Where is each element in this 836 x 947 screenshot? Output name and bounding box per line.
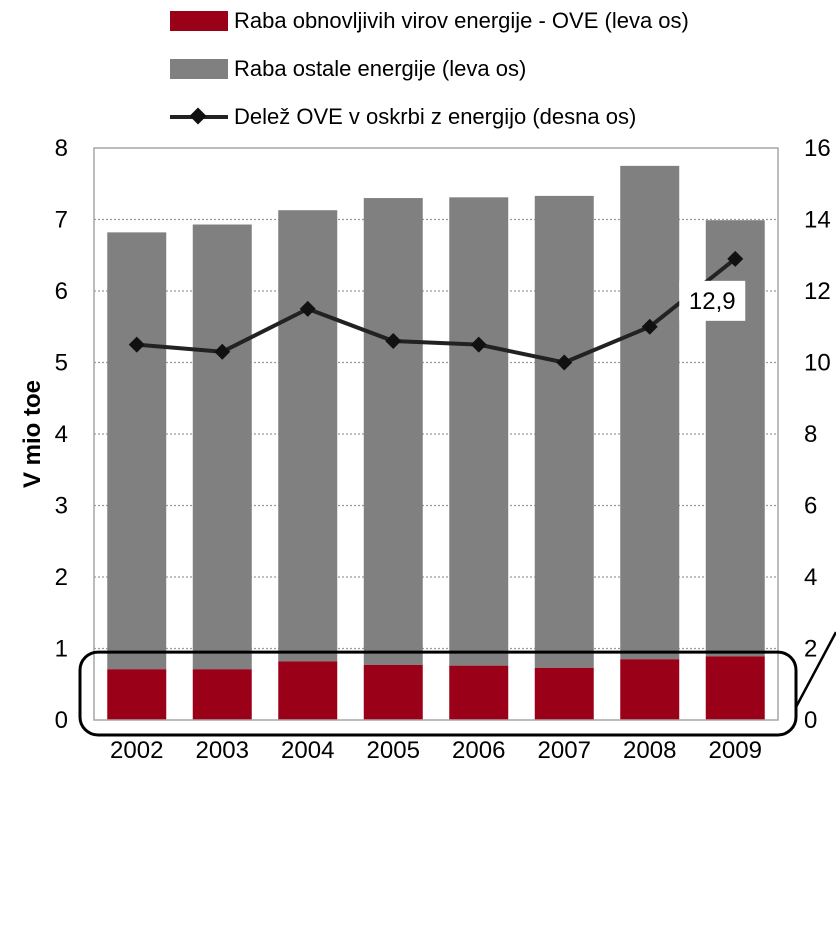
share-marker	[128, 336, 145, 353]
share-marker	[641, 318, 658, 335]
bar-renewable-energy	[620, 659, 680, 720]
bar-renewable-energy	[534, 667, 594, 720]
y2-tick-label: 12	[804, 278, 831, 305]
legend-label-share: Delež OVE v oskrbi z energijo (desna os)	[234, 104, 637, 129]
bar-other-energy	[620, 165, 680, 660]
value-callout-box	[679, 280, 746, 321]
bar-other-energy	[449, 197, 509, 666]
x-tick-label: 2007	[538, 737, 591, 764]
y-tick-label: 8	[55, 135, 68, 162]
x-tick-label: 2009	[709, 737, 762, 764]
y-tick-label: 0	[55, 707, 68, 734]
bar-other-energy	[192, 224, 252, 670]
legend-item-renewable: Raba obnovljivih virov energije - OVE (l…	[170, 8, 689, 34]
bar-other-energy	[363, 198, 423, 665]
bar-renewable-energy	[107, 669, 167, 720]
y-tick-label: 2	[55, 564, 68, 591]
share-marker	[556, 354, 573, 371]
value-callout-label: 12,9	[689, 288, 736, 315]
bar-renewable-energy	[705, 656, 765, 720]
highlight-connector-line	[794, 631, 836, 708]
share-line	[136, 257, 737, 365]
y-tick-label: 3	[55, 493, 68, 520]
renewable-highlight-box	[78, 650, 798, 737]
x-tick-label: 2004	[281, 737, 334, 764]
y2-tick-label: 16	[804, 135, 831, 162]
y2-tick-label: 14	[804, 207, 831, 234]
y2-tick-label: 10	[804, 350, 831, 377]
y-tick-label: 4	[55, 421, 68, 448]
y2-tick-label: 8	[804, 421, 817, 448]
share-marker	[727, 250, 744, 267]
y-tick-label: 7	[55, 207, 68, 234]
bar-renewable-energy	[278, 661, 338, 720]
x-tick-label: 2003	[196, 737, 249, 764]
y-axis-title: V mio toe	[19, 380, 46, 488]
y2-tick-label: 6	[804, 493, 817, 520]
legend-swatch-renewable	[170, 11, 228, 31]
share-marker	[214, 343, 231, 360]
overlay-layer: 12,9	[78, 280, 836, 737]
y2-tick-label: 0	[804, 707, 817, 734]
legend-swatch-share-line	[170, 107, 228, 127]
y-tick-label: 6	[55, 278, 68, 305]
chart-legend: Raba obnovljivih virov energije - OVE (l…	[0, 0, 836, 140]
x-tick-label: 2008	[623, 737, 676, 764]
bar-other-energy	[534, 195, 594, 668]
y2-tick-label: 4	[804, 564, 817, 591]
share-marker	[470, 336, 487, 353]
share-marker	[299, 300, 316, 317]
y-tick-label: 5	[55, 350, 68, 377]
bars-layer	[107, 165, 765, 720]
x-tick-label: 2006	[452, 737, 505, 764]
share-marker	[385, 333, 402, 350]
legend-label-renewable: Raba obnovljivih virov energije - OVE (l…	[234, 8, 689, 33]
bar-other-energy	[107, 232, 167, 670]
legend-item-other: Raba ostale energije (leva os)	[170, 56, 526, 82]
share-line-layer	[128, 250, 744, 371]
x-tick-label: 2002	[110, 737, 163, 764]
plot-frame	[93, 147, 779, 721]
bar-renewable-energy	[449, 665, 509, 720]
legend-label-other: Raba ostale energije (leva os)	[234, 56, 527, 81]
legend-item-share: Delež OVE v oskrbi z energijo (desna os)	[170, 104, 636, 130]
x-tick-label: 2005	[367, 737, 420, 764]
legend-swatch-other	[170, 59, 228, 79]
y2-tick-label: 2	[804, 636, 817, 663]
bar-renewable-energy	[192, 669, 252, 720]
bar-renewable-energy	[363, 664, 423, 720]
bar-other-energy	[278, 210, 338, 662]
y-tick-label: 1	[55, 636, 68, 663]
